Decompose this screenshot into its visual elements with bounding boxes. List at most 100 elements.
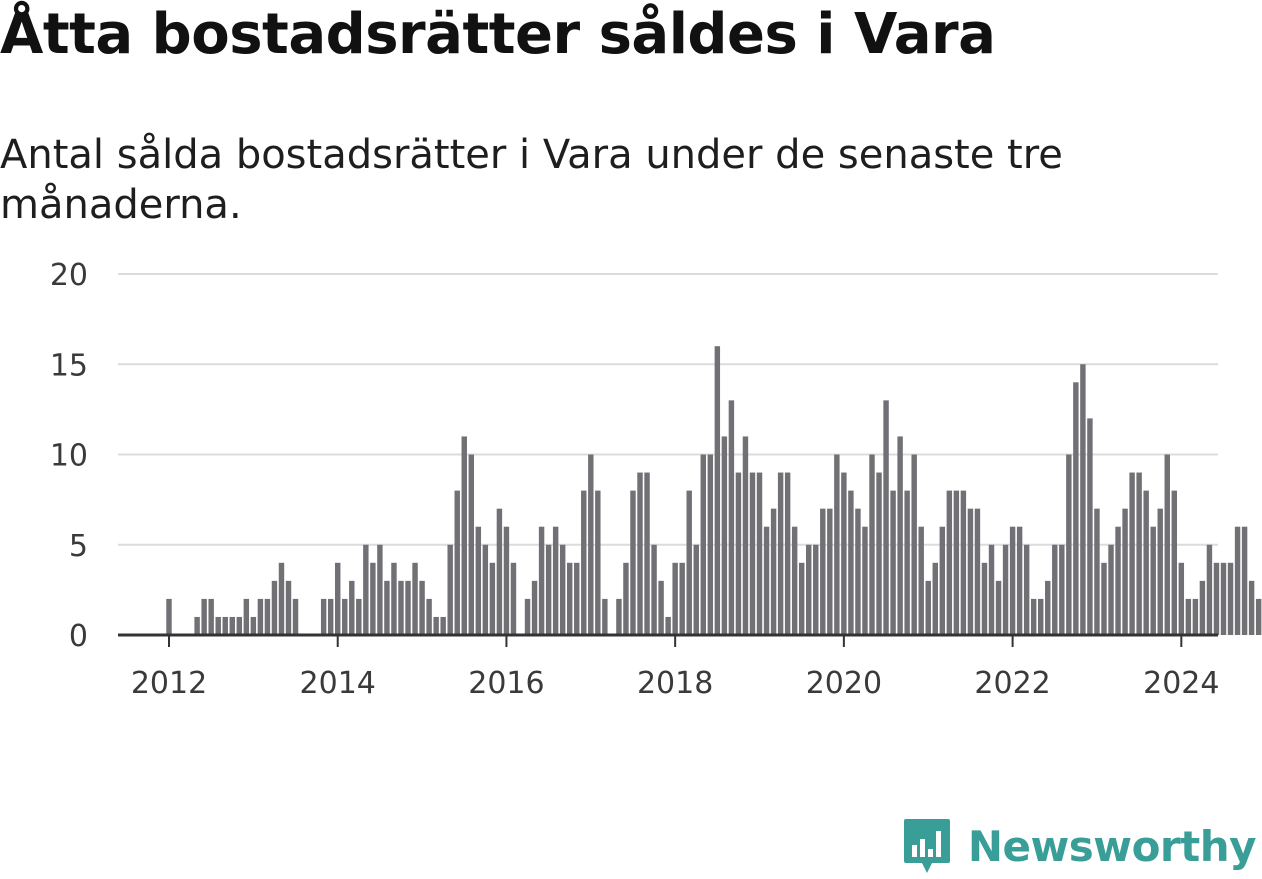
bar (1023, 544, 1030, 635)
bar (644, 472, 650, 635)
bar (595, 490, 601, 635)
bar (981, 562, 988, 635)
brand-name: Newsworthy (967, 821, 1257, 871)
bar (798, 562, 805, 635)
bar (630, 490, 636, 635)
bar (391, 562, 397, 635)
bar (327, 598, 334, 635)
bar (545, 544, 552, 635)
bar (510, 562, 517, 635)
bar (1087, 418, 1093, 635)
bar (707, 454, 714, 635)
bar (1059, 544, 1065, 635)
bar (257, 598, 264, 635)
bar (827, 508, 833, 635)
bar (1185, 598, 1192, 635)
bar (461, 436, 467, 635)
bar (566, 562, 573, 635)
bar (264, 598, 271, 635)
x-tick-label: 2022 (974, 666, 1050, 701)
bar (454, 490, 460, 635)
bar (1234, 526, 1241, 635)
chart-subtitle: Antal sålda bostadsrätter i Vara under d… (0, 132, 1063, 228)
bar (721, 436, 728, 635)
bar (784, 472, 791, 635)
bar (531, 580, 538, 635)
bar (1241, 526, 1248, 635)
x-axis (118, 633, 1218, 647)
bar (229, 616, 235, 635)
bar (637, 472, 643, 635)
bar (876, 472, 882, 635)
bar (1157, 508, 1163, 635)
bar (426, 598, 432, 635)
y-axis-labels: 0 5 10 15 20 (50, 258, 88, 654)
bar (897, 436, 903, 635)
bar (1115, 526, 1121, 635)
bar (925, 580, 931, 635)
bar (1150, 526, 1156, 635)
bar (581, 490, 587, 635)
bar (939, 526, 946, 635)
bar (1101, 562, 1107, 635)
bar (770, 508, 777, 635)
bar (384, 580, 390, 635)
bar (447, 544, 453, 635)
bar (433, 616, 439, 635)
bar (482, 544, 489, 635)
bar (918, 526, 924, 635)
bar (693, 544, 699, 635)
bar (869, 454, 875, 635)
bar (552, 526, 559, 635)
bar (862, 526, 868, 635)
bar (1164, 454, 1170, 635)
bar (813, 544, 819, 635)
bar (1016, 526, 1023, 635)
bar (194, 616, 200, 635)
bar (1066, 454, 1072, 635)
bar (250, 616, 257, 635)
bar (356, 598, 362, 635)
bar (763, 526, 770, 635)
bar (1045, 580, 1051, 635)
bar (749, 472, 756, 635)
bar (967, 508, 974, 635)
bar (278, 562, 285, 635)
y-tick-label: 5 (69, 529, 88, 564)
bar (503, 526, 510, 635)
bar (285, 580, 292, 635)
bar (475, 526, 482, 635)
bar (904, 490, 910, 635)
bar (215, 616, 221, 635)
bar (623, 562, 629, 635)
bar (412, 562, 418, 635)
bar (1052, 544, 1058, 635)
bar (349, 580, 355, 635)
bar (524, 598, 531, 635)
y-tick-label: 0 (69, 619, 88, 654)
bar (1122, 508, 1128, 635)
bar (1030, 598, 1037, 635)
bar (370, 562, 376, 635)
bar (538, 526, 545, 635)
x-tick-label: 2014 (300, 666, 376, 701)
bar (440, 616, 446, 635)
bar (700, 454, 706, 635)
brand-logo: Newsworthy (902, 817, 1257, 875)
bar (995, 580, 1002, 635)
bar (960, 490, 967, 635)
bar (756, 472, 763, 635)
bar (292, 598, 299, 635)
bar (834, 454, 840, 635)
x-axis-labels: 20122014201620182020202220242026 (131, 666, 1220, 701)
y-tick-label: 20 (50, 258, 88, 293)
bar (651, 544, 657, 635)
bar (1213, 562, 1220, 635)
newsworthy-bar-chart-icon (903, 819, 950, 873)
bar (377, 544, 383, 635)
bar (911, 454, 917, 635)
bar (243, 598, 250, 635)
bar (806, 544, 812, 635)
bar (335, 562, 341, 635)
